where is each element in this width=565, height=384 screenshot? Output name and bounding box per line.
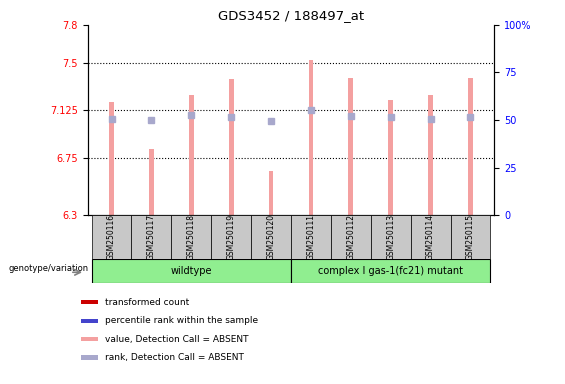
Bar — [109, 102, 114, 215]
Text: value, Detection Call = ABSENT: value, Detection Call = ABSENT — [105, 334, 248, 344]
FancyBboxPatch shape — [291, 215, 331, 259]
Bar — [81, 337, 98, 341]
FancyBboxPatch shape — [92, 260, 291, 283]
FancyBboxPatch shape — [450, 215, 490, 259]
Text: GSM250120: GSM250120 — [267, 214, 276, 260]
Bar — [81, 300, 98, 304]
Text: GSM250118: GSM250118 — [187, 214, 195, 260]
Bar — [149, 149, 154, 215]
FancyBboxPatch shape — [171, 215, 211, 259]
FancyBboxPatch shape — [411, 215, 450, 259]
Text: genotype/variation: genotype/variation — [8, 264, 88, 273]
Bar — [229, 79, 233, 215]
Bar — [189, 94, 194, 215]
FancyBboxPatch shape — [291, 260, 490, 283]
Text: GSM250112: GSM250112 — [346, 214, 355, 260]
Text: complex I gas-1(fc21) mutant: complex I gas-1(fc21) mutant — [318, 266, 463, 276]
Text: GSM250117: GSM250117 — [147, 214, 156, 260]
Text: rank, Detection Call = ABSENT: rank, Detection Call = ABSENT — [105, 353, 244, 362]
Text: GSM250111: GSM250111 — [306, 214, 315, 260]
Bar — [388, 100, 393, 215]
Text: GSM250115: GSM250115 — [466, 214, 475, 260]
Text: GSM250116: GSM250116 — [107, 214, 116, 260]
FancyBboxPatch shape — [331, 215, 371, 259]
FancyBboxPatch shape — [132, 215, 171, 259]
FancyBboxPatch shape — [211, 215, 251, 259]
Bar — [349, 78, 353, 215]
Bar — [308, 60, 314, 215]
FancyBboxPatch shape — [371, 215, 411, 259]
Text: transformed count: transformed count — [105, 298, 189, 307]
Bar — [428, 94, 433, 215]
FancyBboxPatch shape — [92, 215, 132, 259]
Title: GDS3452 / 188497_at: GDS3452 / 188497_at — [218, 9, 364, 22]
Text: percentile rank within the sample: percentile rank within the sample — [105, 316, 258, 325]
Bar — [468, 78, 473, 215]
Text: wildtype: wildtype — [171, 266, 212, 276]
Bar — [268, 170, 273, 215]
Text: GSM250114: GSM250114 — [426, 214, 435, 260]
Bar — [81, 318, 98, 323]
Text: GSM250119: GSM250119 — [227, 214, 236, 260]
FancyBboxPatch shape — [251, 215, 291, 259]
Text: GSM250113: GSM250113 — [386, 214, 395, 260]
Bar — [81, 356, 98, 359]
